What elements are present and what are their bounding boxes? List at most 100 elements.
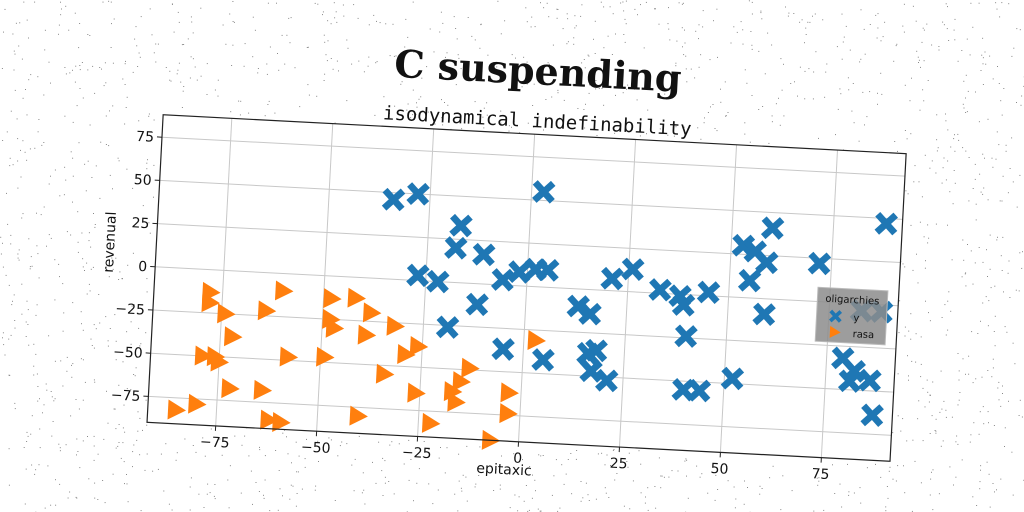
marker-rasa — [461, 357, 480, 378]
marker-rasa — [452, 371, 471, 392]
marker-y — [696, 280, 721, 305]
marker-rasa — [188, 393, 207, 414]
marker-y — [435, 315, 460, 339]
marker-y — [874, 211, 898, 236]
marker-rasa — [421, 412, 441, 433]
marker-y — [536, 258, 560, 282]
marker-rasa — [407, 382, 426, 403]
marker-y — [687, 378, 712, 403]
marker-y — [584, 338, 608, 363]
marker-y — [621, 257, 645, 282]
marker-y — [531, 348, 555, 372]
marker-rasa — [167, 399, 187, 420]
marker-rasa — [217, 303, 236, 324]
x-tick-label: −50 — [301, 439, 331, 457]
legend-marker-y — [829, 309, 843, 323]
legend-title: oligarchies — [825, 294, 880, 308]
grid-line-y — [155, 266, 899, 307]
marker-rasa — [447, 391, 466, 412]
marker-rasa — [409, 336, 429, 356]
marker-rasa — [386, 315, 405, 336]
marker-rasa — [210, 351, 230, 372]
y-tick-label: 75 — [136, 129, 155, 146]
chart-title: C suspending — [393, 41, 682, 101]
y-tick-label: 50 — [133, 172, 152, 189]
legend-label-y: y — [853, 313, 860, 324]
grid-line-x — [518, 134, 536, 442]
marker-rasa — [253, 379, 273, 400]
marker-y — [507, 260, 532, 284]
marker-y — [720, 366, 745, 391]
marker-y — [595, 368, 619, 393]
marker-rasa — [375, 363, 395, 384]
legend-triangle-icon — [829, 325, 841, 338]
grid-line-y — [159, 179, 903, 220]
x-axis-label: epitaxic — [476, 461, 532, 480]
grid-line-y — [152, 309, 896, 350]
marker-y — [737, 268, 762, 293]
legend-label-rasa: rasa — [852, 329, 874, 341]
marker-y — [490, 268, 515, 292]
y-tick-label: −25 — [115, 301, 145, 319]
marker-rasa — [272, 411, 291, 432]
marker-y — [566, 294, 590, 319]
marker-rasa — [201, 292, 220, 313]
y-tick-label: −75 — [110, 387, 140, 405]
marker-y — [807, 251, 832, 276]
marker-rasa — [325, 317, 345, 338]
marker-rasa — [257, 300, 277, 321]
marker-y — [674, 324, 698, 348]
marker-y — [760, 216, 785, 240]
x-tick-label: 50 — [710, 461, 729, 478]
marker-y — [752, 302, 776, 327]
grid-line-y — [148, 395, 892, 436]
x-tick-label: 75 — [811, 466, 830, 483]
marker-y — [465, 292, 489, 317]
marker-rasa — [274, 280, 294, 301]
marker-rasa — [316, 346, 335, 367]
x-tick-label: −25 — [402, 445, 432, 463]
y-axis-label: revenual — [101, 211, 120, 273]
grid-line-x — [316, 123, 334, 432]
x-tick-label: 25 — [609, 456, 628, 473]
grid-line-y — [161, 136, 905, 177]
x-tick-label: −75 — [200, 434, 230, 452]
marker-y — [426, 269, 450, 294]
marker-rasa — [500, 382, 519, 403]
marker-rasa — [362, 302, 382, 323]
marker-rasa — [347, 287, 366, 308]
marker-y — [491, 337, 515, 361]
marker-rasa — [260, 409, 279, 430]
marker-y — [449, 213, 473, 238]
grid-line-x — [215, 118, 233, 426]
legend-x-icon — [829, 309, 843, 323]
marker-y — [842, 359, 866, 383]
marker-y — [579, 359, 603, 383]
marker-rasa — [527, 330, 546, 351]
marker-y — [444, 236, 468, 260]
marker-rasa — [499, 403, 518, 424]
marker-y — [472, 242, 496, 267]
marker-rasa — [397, 344, 416, 364]
marker-y — [406, 182, 430, 206]
marker-y — [381, 187, 406, 212]
grid-lines — [148, 118, 905, 458]
marker-rasa — [279, 346, 299, 367]
x-tick-label: 0 — [513, 451, 523, 467]
chart-rotated-group: C suspending isodynamical indefinability… — [101, 41, 907, 483]
legend-marker-rasa — [829, 325, 841, 338]
marker-y — [578, 302, 602, 326]
x-axis-ticks: −75 −50 −25 0 25 50 75 — [200, 425, 830, 483]
grid-line-x — [618, 139, 637, 448]
grid-line-x — [719, 144, 738, 453]
marker-y — [648, 278, 672, 302]
grid-line-y — [150, 352, 894, 393]
y-tick-label: 0 — [138, 259, 148, 275]
marker-rasa — [194, 345, 214, 366]
marker-y — [600, 266, 624, 291]
marker-y — [406, 263, 430, 288]
marker-y — [731, 233, 756, 258]
marker-rasa — [357, 324, 377, 345]
legend: oligarchies y rasa — [814, 286, 889, 346]
marker-y — [755, 250, 779, 275]
